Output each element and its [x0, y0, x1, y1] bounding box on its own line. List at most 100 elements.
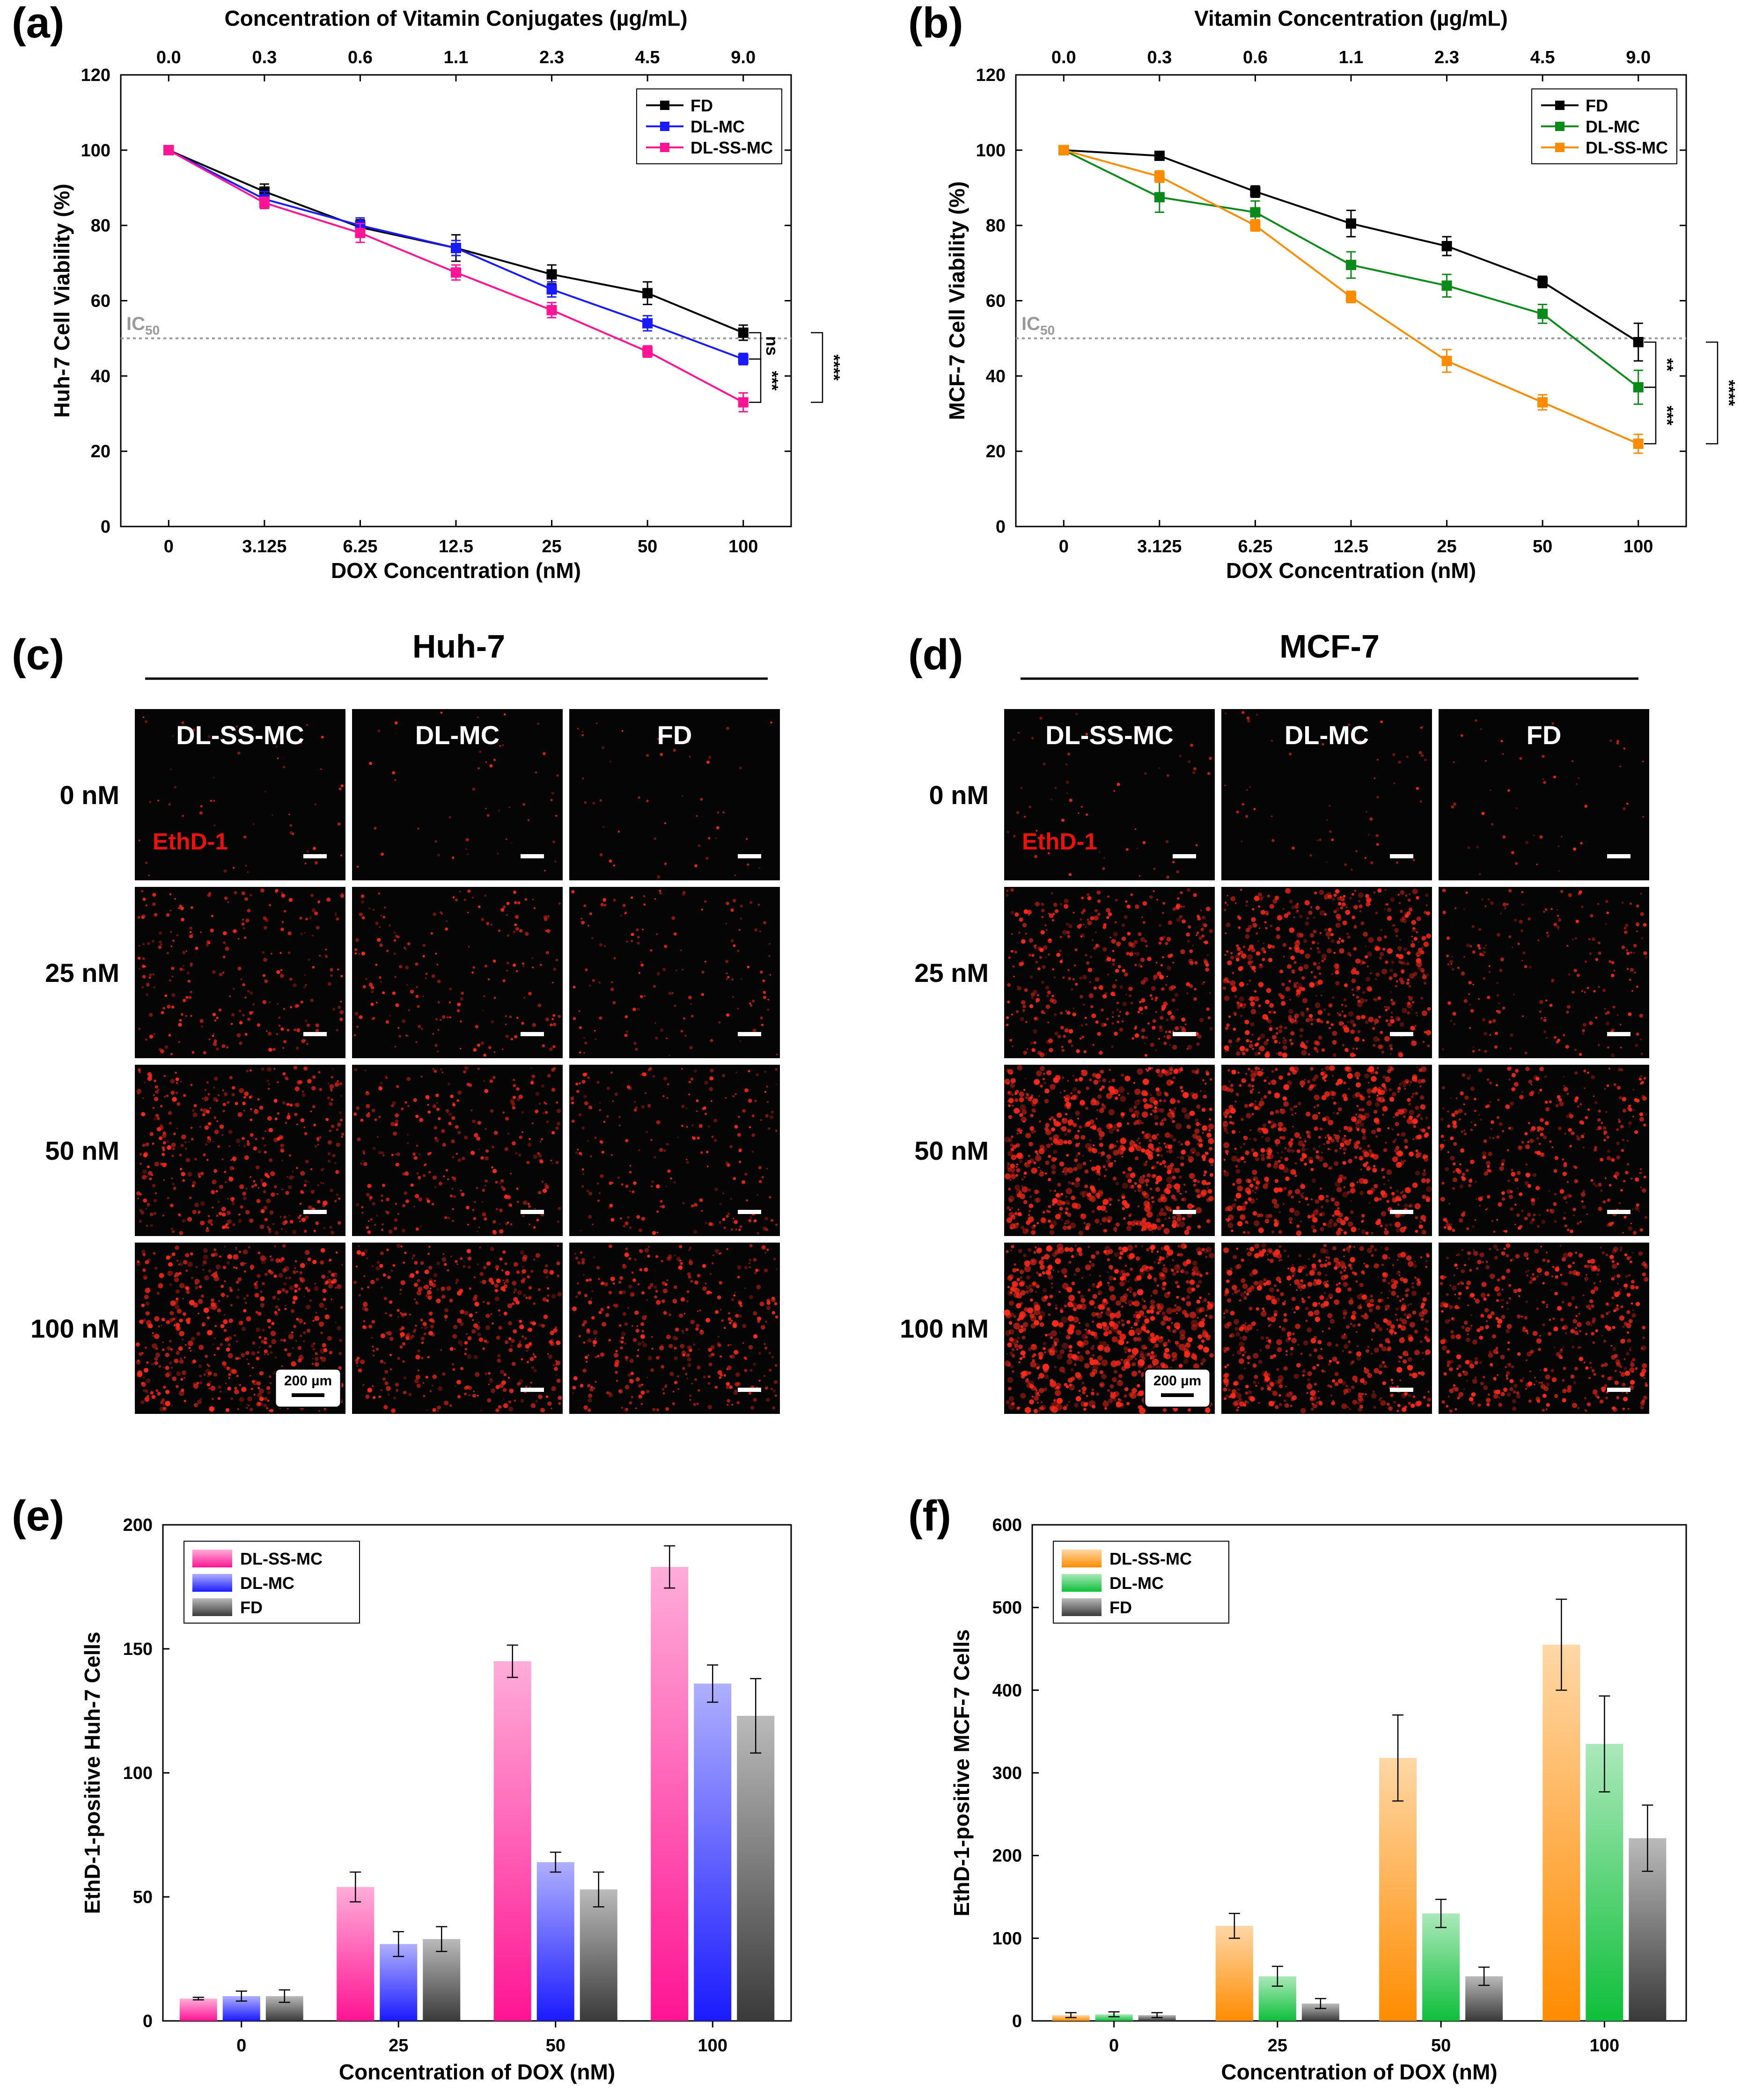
- fluorescent-cell: [137, 1092, 139, 1095]
- fluorescent-cell: [440, 711, 443, 714]
- fluorescent-cell: [504, 1262, 507, 1265]
- series-DL-MC: [1058, 145, 1644, 405]
- fluorescent-cell: [1146, 1069, 1149, 1072]
- fluorescent-cell: [421, 1341, 424, 1344]
- fluorescent-cell: [479, 1246, 481, 1249]
- fluorescent-cell: [201, 1322, 206, 1326]
- fluorescent-cell: [214, 1302, 217, 1306]
- fluorescent-cell: [382, 1223, 384, 1226]
- fluorescent-cell: [1399, 1022, 1404, 1027]
- fluorescent-cell: [1293, 961, 1297, 964]
- fluorescent-cell: [300, 1118, 305, 1122]
- fluorescent-cell: [460, 997, 463, 1001]
- fluorescent-cell: [1315, 995, 1317, 997]
- fluorescent-cell: [145, 1390, 147, 1392]
- fluorescent-cell: [436, 1107, 440, 1111]
- fluorescent-cell: [1017, 986, 1021, 991]
- fluorescent-cell: [577, 1261, 581, 1265]
- fluorescent-cell: [179, 1331, 184, 1337]
- fluorescent-cell: [238, 1010, 242, 1013]
- fluorescent-cell: [541, 1324, 545, 1328]
- fluorescent-cell: [1395, 980, 1398, 983]
- fluorescent-cell: [1121, 923, 1125, 927]
- fluorescent-cell: [572, 1386, 576, 1390]
- fluorescent-cell: [708, 1347, 712, 1352]
- fluorescent-cell: [280, 1339, 283, 1341]
- group-title: Huh-7: [412, 628, 505, 665]
- fluorescent-cell: [689, 1246, 692, 1250]
- micrograph-tile: DL-MC: [352, 709, 563, 880]
- fluorescent-cell: [234, 1387, 237, 1390]
- fluorescent-cell: [1607, 1046, 1609, 1049]
- fluorescent-cell: [285, 1121, 287, 1124]
- fluorescent-cell: [264, 1353, 266, 1355]
- fluorescent-cell: [286, 1103, 289, 1106]
- fluorescent-cell: [666, 1038, 668, 1039]
- fluorescent-cell: [540, 1408, 545, 1412]
- fluorescent-cell: [694, 1203, 698, 1207]
- fluorescent-cell: [149, 1177, 152, 1180]
- fluorescent-cell: [1115, 979, 1117, 981]
- fluorescent-cell: [698, 844, 701, 848]
- fluorescent-cell: [664, 822, 666, 824]
- fluorescent-cell: [212, 1034, 214, 1037]
- fluorescent-cell: [1145, 1054, 1147, 1057]
- fluorescent-cell: [192, 1210, 197, 1215]
- fluorescent-cell: [170, 1053, 173, 1055]
- fluorescent-cell: [537, 1152, 540, 1155]
- fluorescent-cell: [144, 1303, 146, 1306]
- fluorescent-cell: [1207, 954, 1209, 956]
- fluorescent-cell: [757, 1269, 761, 1272]
- fluorescent-cell: [1631, 990, 1633, 992]
- fluorescent-cell: [305, 918, 308, 921]
- fluorescent-cell: [173, 1324, 176, 1327]
- fluorescent-cell: [1014, 912, 1019, 917]
- fluorescent-cell: [249, 1096, 252, 1099]
- fluorescent-cell: [254, 1109, 259, 1114]
- fluorescent-cell: [1155, 962, 1158, 964]
- fluorescent-cell: [1557, 1039, 1561, 1042]
- fluorescent-cell: [377, 938, 381, 942]
- fluorescent-cell: [1021, 1117, 1027, 1123]
- fluorescent-cell: [1509, 1047, 1512, 1050]
- fluorescent-cell: [362, 1150, 366, 1153]
- fluorescent-cell: [512, 1280, 517, 1286]
- fluorescent-cell: [586, 1361, 588, 1363]
- fluorescent-cell: [658, 1355, 660, 1358]
- fluorescent-cell: [727, 1317, 732, 1321]
- fluorescent-cell: [1316, 947, 1319, 950]
- fluorescent-cell: [1209, 757, 1212, 760]
- fluorescent-cell: [1525, 841, 1529, 844]
- fluorescent-cell: [325, 1118, 329, 1121]
- fluorescent-cell: [524, 1337, 527, 1340]
- fluorescent-cell: [577, 1282, 579, 1285]
- fluorescent-cell: [171, 993, 176, 997]
- fluorescent-cell: [581, 1185, 584, 1188]
- fluorescent-cell: [1366, 965, 1369, 968]
- fluorescent-cell: [291, 1361, 296, 1367]
- fluorescent-cell: [1450, 963, 1452, 966]
- fluorescent-cell: [729, 1321, 732, 1324]
- fluorescent-cell: [1413, 927, 1415, 929]
- fluorescent-cell: [1201, 915, 1206, 920]
- fluorescent-cell: [486, 1261, 491, 1266]
- fluorescent-cell: [1259, 897, 1263, 901]
- fluorescent-cell: [1636, 1032, 1639, 1036]
- fluorescent-cell: [360, 1251, 366, 1256]
- fluorescent-cell: [163, 1179, 165, 1181]
- fluorescent-cell: [287, 1408, 289, 1410]
- fluorescent-cell: [268, 1230, 272, 1233]
- fluorescent-cell: [371, 1265, 374, 1267]
- fluorescent-cell: [239, 1357, 241, 1360]
- fluorescent-cell: [1261, 947, 1265, 951]
- fluorescent-cell: [705, 1112, 707, 1115]
- fluorescent-cell: [468, 946, 470, 948]
- fluorescent-cell: [179, 1153, 182, 1156]
- fluorescent-cell: [1250, 1022, 1255, 1027]
- fluorescent-cell: [493, 1131, 498, 1135]
- fluorescent-cell: [1424, 759, 1427, 761]
- fluorescent-cell: [297, 1346, 302, 1350]
- fluorescent-cell: [1287, 964, 1292, 969]
- x-tick-label: 25: [542, 537, 561, 556]
- fluorescent-cell: [717, 1343, 721, 1347]
